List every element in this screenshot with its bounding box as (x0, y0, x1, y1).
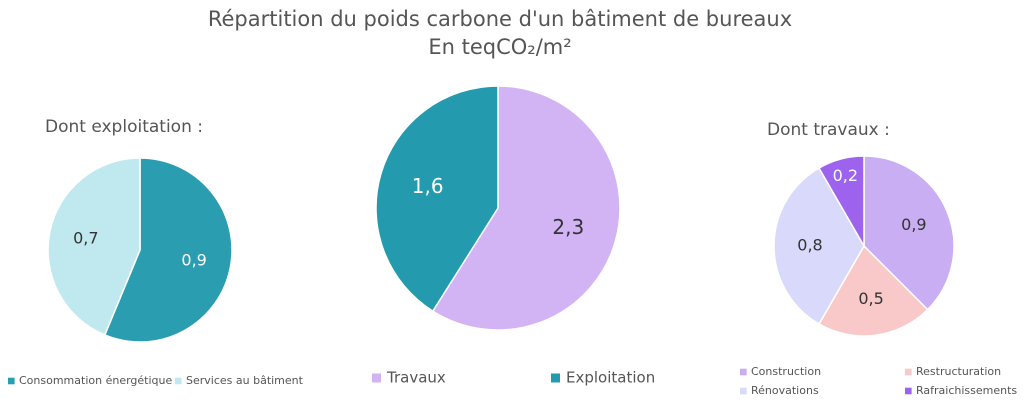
legend-label: Consommation énergétique (19, 374, 172, 387)
legend-label: Exploitation (566, 369, 655, 387)
pie-slice (47, 157, 141, 336)
legend-marker (8, 377, 15, 385)
data-label: 0,8 (797, 236, 822, 255)
pie-title: Dont exploitation : (45, 117, 203, 137)
pie-title: Dont travaux : (767, 120, 890, 140)
legend-marker (551, 373, 560, 383)
pie-slice (863, 155, 955, 311)
pie-slice (773, 167, 865, 325)
legend-marker (740, 387, 747, 395)
data-label: 0,9 (901, 215, 926, 234)
legend-marker (905, 387, 912, 395)
data-label: 2,3 (552, 215, 584, 239)
pie-slice (375, 85, 499, 313)
legend-label: Construction (751, 365, 821, 378)
legend-label: Rafraichissements (916, 384, 1017, 397)
legend-marker (372, 373, 381, 383)
pie-slice (431, 85, 621, 331)
data-label: 1,6 (412, 174, 444, 198)
legend-label: Rénovations (751, 384, 819, 397)
legend-label: Restructuration (916, 365, 1001, 378)
legend-label: Services au bâtiment (186, 374, 304, 387)
legend-marker (740, 368, 747, 376)
data-label: 0,9 (181, 250, 206, 269)
data-label: 0,5 (858, 289, 883, 308)
legend-marker (175, 377, 182, 385)
legend-marker (905, 368, 912, 376)
chart-subtitle: En teqCO₂/m² (428, 35, 571, 59)
pie-slice (817, 244, 929, 337)
chart-title: Répartition du poids carbone d'un bâtime… (208, 7, 792, 31)
pie-slice (103, 157, 233, 343)
pie-slice (817, 155, 865, 249)
legend-label: Travaux (386, 369, 446, 387)
data-label: 0,7 (73, 229, 98, 248)
data-label: 0,2 (833, 166, 858, 185)
